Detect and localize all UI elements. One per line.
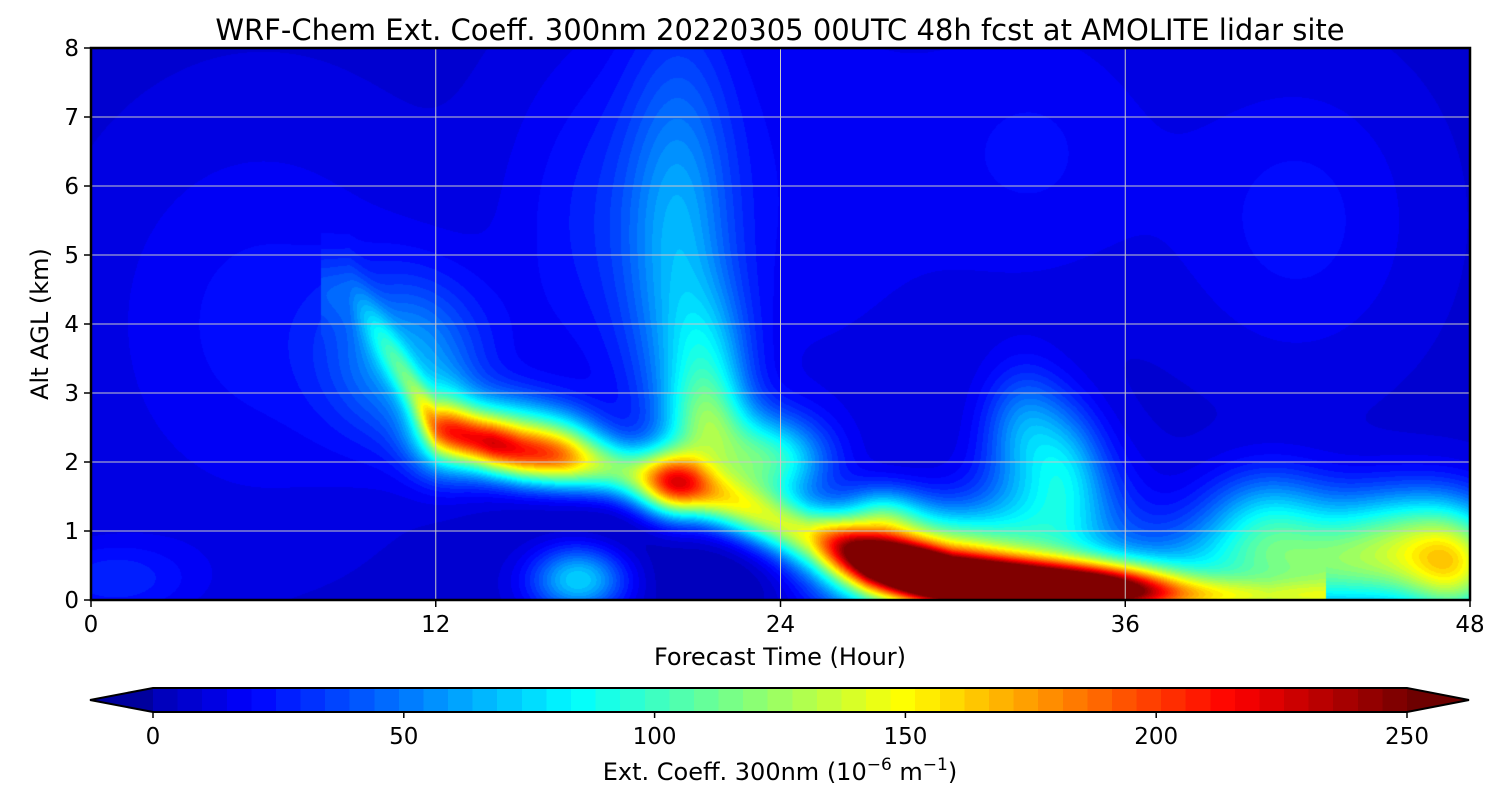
colorbar-tick-label: 150: [883, 724, 927, 750]
colorbar-max-extend: [1407, 688, 1469, 712]
y-tick-label: 2: [64, 450, 79, 476]
x-tick-label: 24: [766, 612, 795, 638]
colorbar: 0 50 100 150 200 250: [89, 687, 1470, 750]
x-tick-label: 12: [421, 612, 450, 638]
colorbar-ticks: 0 50 100 150 200 250: [146, 712, 1429, 750]
colorbar-tick-label: 0: [146, 724, 161, 750]
chart-title: WRF-Chem Ext. Coeff. 300nm 20220305 00UT…: [215, 13, 1344, 47]
x-tick-label: 36: [1111, 612, 1140, 638]
plot-area: [89, 46, 1472, 602]
colorbar-tick-label: 200: [1134, 724, 1178, 750]
x-axis-label: Forecast Time (Hour): [654, 643, 906, 671]
colorbar-label: Ext. Coeff. 300nm (10−6 m−1): [603, 755, 957, 786]
y-tick-label: 7: [64, 105, 79, 131]
colorbar-min-extend: [90, 688, 153, 712]
colorbar-tick-label: 100: [633, 724, 677, 750]
y-tick-label: 0: [64, 588, 79, 614]
y-tick-label: 6: [64, 174, 79, 200]
colorbar-gradient: [153, 688, 1407, 712]
x-axis: 0 12 24 36 48: [84, 600, 1485, 638]
y-tick-label: 3: [64, 381, 79, 407]
y-tick-label: 8: [64, 36, 79, 62]
y-tick-label: 1: [64, 519, 79, 545]
colorbar-tick-label: 250: [1385, 724, 1429, 750]
y-axis: 0 1 2 3 4 5 6 7 8: [64, 36, 91, 614]
x-tick-label: 0: [84, 612, 99, 638]
x-tick-label: 48: [1455, 612, 1484, 638]
y-axis-label: Alt AGL (km): [26, 248, 54, 400]
y-tick-label: 5: [64, 243, 79, 269]
y-tick-label: 4: [64, 312, 79, 338]
colorbar-tick-label: 50: [389, 724, 418, 750]
